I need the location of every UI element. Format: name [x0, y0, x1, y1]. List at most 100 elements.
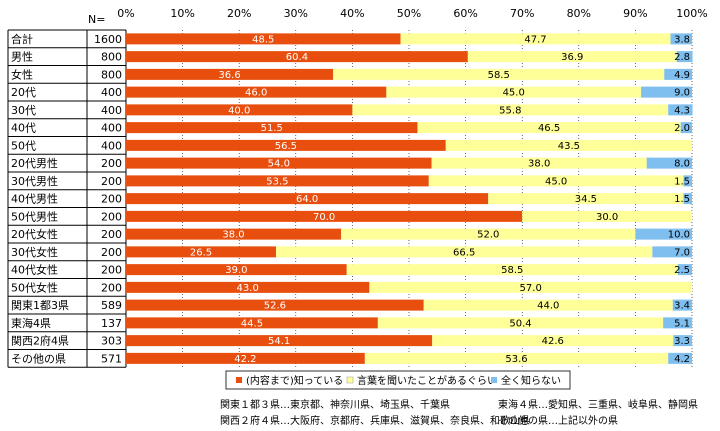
legend-box: [225, 370, 571, 390]
data-label: 44.5: [241, 318, 263, 329]
category-label: 20代: [11, 86, 36, 99]
data-label: 64.0: [296, 194, 318, 205]
data-label: 4.3: [674, 105, 690, 116]
data-label: 42.6: [542, 336, 564, 347]
bar-segment: [126, 352, 365, 364]
n-value: 303: [101, 335, 122, 348]
bar-segment: [431, 157, 647, 169]
bar-segment: [126, 104, 353, 116]
x-tick-label: 60%: [453, 7, 477, 20]
data-label: 2.8: [674, 52, 690, 63]
footnote: 東海４県…愛知県、三重県、岐阜県、静岡県: [498, 398, 698, 411]
data-label: 1.5: [674, 176, 690, 187]
category-label: 40代男性: [11, 192, 58, 206]
n-value: 200: [101, 175, 122, 188]
category-label: その他の県: [11, 352, 66, 365]
data-label: 38.0: [528, 159, 550, 170]
data-label: 10.0: [668, 230, 690, 241]
bars: [126, 33, 693, 364]
n-value: 137: [101, 317, 122, 330]
data-label: 2.0: [674, 123, 690, 134]
bar-segment: [664, 68, 692, 80]
n-value: 200: [101, 281, 122, 294]
bar-segment: [635, 228, 692, 240]
bar-segment: [670, 33, 692, 45]
bar-segment: [369, 281, 692, 293]
bar-segment: [646, 157, 692, 169]
category-label: 女性: [11, 67, 33, 81]
bar-segment: [680, 122, 692, 134]
bar-segment: [126, 139, 446, 151]
category-label: 50代男性: [11, 209, 58, 223]
data-label: 42.2: [234, 354, 256, 365]
data-label: 2.5: [674, 265, 690, 276]
data-label: 48.5: [252, 34, 274, 45]
category-label: 20代女性: [11, 227, 58, 241]
n-value: 800: [101, 51, 122, 64]
bar-segment: [126, 264, 347, 276]
data-label: 7.0: [674, 247, 690, 258]
bar-segment: [377, 317, 664, 329]
data-label: 58.5: [501, 265, 523, 276]
bar-segment: [346, 264, 678, 276]
x-tick-label: 10%: [170, 7, 194, 20]
bar-segment: [488, 193, 684, 205]
bar-segment: [668, 352, 692, 364]
bar-segment: [126, 335, 433, 347]
category-table: 合計 1600 男性 800 女性 800 20代 400 30代 400 40代 400 50代 400…: [7, 29, 127, 368]
bar-segment: [467, 51, 677, 63]
bar-segment: [126, 193, 489, 205]
n-value: 400: [101, 139, 122, 152]
bar-segment: [126, 281, 370, 293]
data-label: 52.6: [264, 301, 286, 312]
category-label: 合計: [11, 32, 33, 46]
x-tick-label: 50%: [397, 7, 421, 20]
x-tick-label: 90%: [623, 7, 647, 20]
x-tick-label: 30%: [284, 7, 308, 20]
data-label: 45.0: [503, 88, 525, 99]
bar-segment: [126, 122, 418, 134]
legend-swatch: [491, 377, 497, 383]
x-tick-label: 40%: [340, 7, 364, 20]
data-label: 3.3: [674, 336, 690, 347]
data-label: 1.5: [674, 194, 690, 205]
x-tick-label: 20%: [227, 7, 251, 20]
bar-segment: [677, 264, 692, 276]
n-header-label: N=: [88, 13, 105, 26]
footnote: 関東１都３県…東京都、神奈川県、埼玉県、千葉県: [220, 398, 450, 411]
n-value: 800: [101, 68, 122, 81]
data-label: 70.0: [313, 212, 335, 223]
data-label: 5.1: [674, 318, 690, 329]
data-label: 60.4: [286, 52, 308, 63]
bar-segment: [352, 104, 669, 116]
data-label: 58.5: [488, 70, 510, 81]
bar-segment: [126, 68, 334, 80]
n-value: 200: [101, 157, 122, 170]
bar-segment: [652, 246, 692, 258]
bar-segment: [126, 51, 468, 63]
data-label: 4.2: [674, 354, 690, 365]
data-label: 46.5: [538, 123, 560, 134]
data-labels: 48.5 47.7 3.8 60.4 36.9 2.8 36.6 58.5 4.9 46.0 45.…: [190, 34, 690, 365]
legend-swatch: [346, 376, 354, 384]
data-label: 4.9: [674, 70, 690, 81]
x-axis-ticks: 0% 10% 20% 30% 40% 50% 60% 70% 80% 90% 100% N=: [88, 7, 708, 26]
data-label: 46.0: [245, 88, 267, 99]
bar-segment: [417, 122, 681, 134]
category-label: 関西2府4県: [11, 334, 69, 348]
data-label: 9.0: [674, 88, 690, 99]
x-tick-label: 100%: [676, 7, 707, 20]
bar-segment: [672, 299, 692, 311]
data-label: 50.4: [509, 318, 531, 329]
data-label: 47.7: [524, 34, 546, 45]
bar-segment: [676, 51, 693, 63]
data-label: 55.8: [499, 105, 521, 116]
legend-label: 全く知らない: [501, 374, 561, 387]
bar-segment: [522, 210, 692, 222]
n-value: 200: [101, 264, 122, 277]
data-label: 52.0: [477, 230, 499, 241]
bar-segment: [126, 86, 387, 98]
data-label: 53.5: [266, 176, 288, 187]
data-label: 39.0: [225, 265, 247, 276]
